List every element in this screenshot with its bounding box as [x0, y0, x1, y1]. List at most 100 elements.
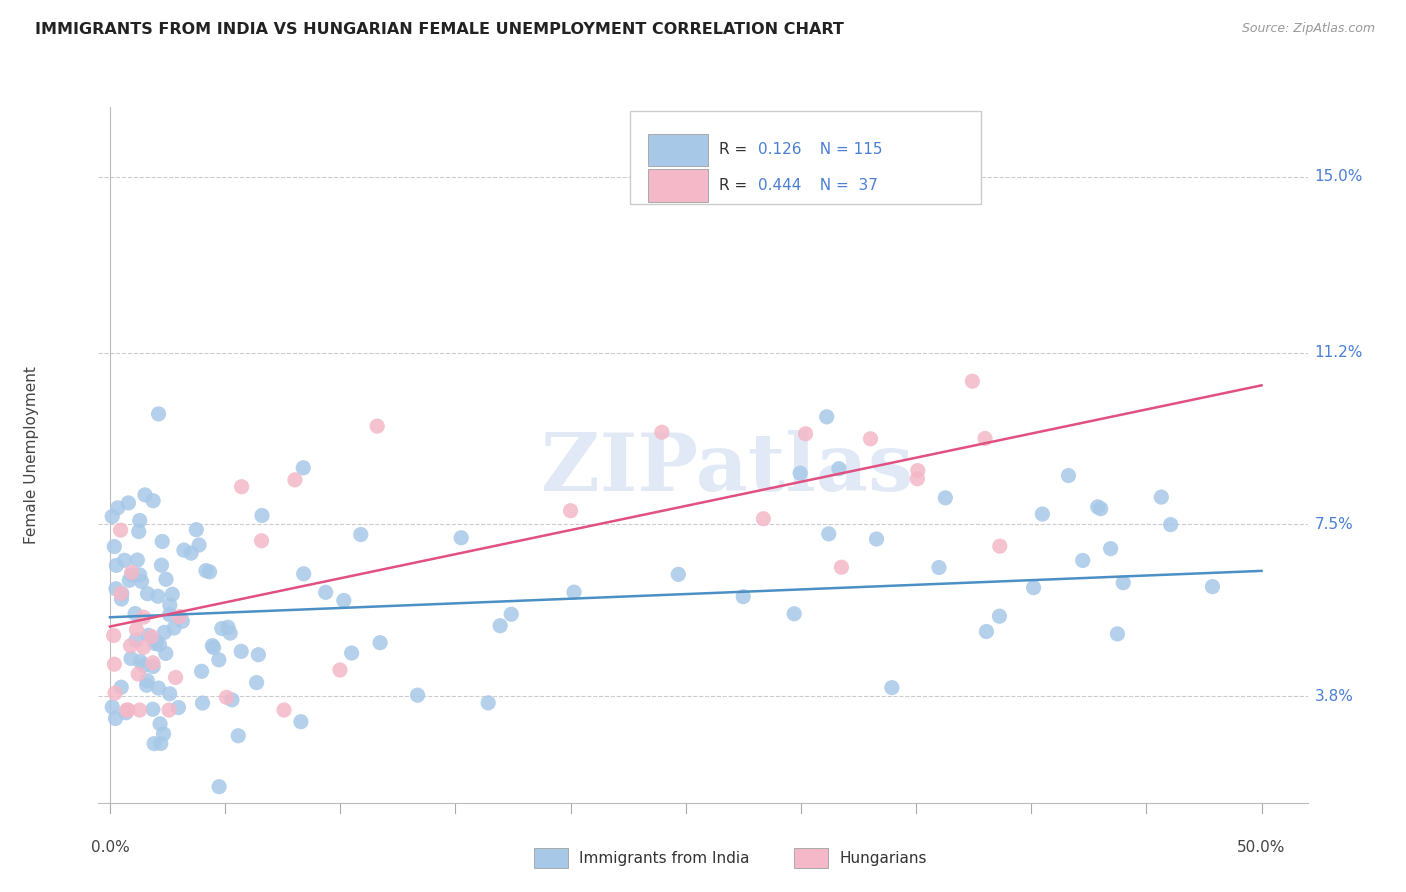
- Point: [186, 523, 208, 537]
- Point: [132, 610, 155, 624]
- Point: [215, 690, 238, 705]
- Point: [143, 737, 166, 751]
- Point: [284, 473, 307, 487]
- Point: [142, 659, 165, 673]
- Point: [128, 703, 150, 717]
- Point: [406, 688, 429, 702]
- Point: [103, 628, 125, 642]
- Point: [1090, 501, 1112, 516]
- Point: [128, 524, 150, 539]
- Point: [165, 670, 187, 684]
- Point: [148, 638, 170, 652]
- Point: [828, 461, 851, 475]
- Point: [142, 493, 165, 508]
- Point: [292, 460, 315, 475]
- Point: [666, 567, 689, 582]
- Point: [208, 780, 231, 794]
- Text: 0.126: 0.126: [758, 143, 801, 158]
- Point: [152, 727, 174, 741]
- Point: [560, 504, 582, 518]
- Point: [562, 585, 585, 599]
- Point: [231, 644, 253, 658]
- Text: 7.5%: 7.5%: [1315, 517, 1353, 532]
- Point: [142, 702, 165, 716]
- Point: [132, 658, 155, 673]
- Point: [1099, 541, 1122, 556]
- Point: [103, 657, 125, 672]
- Point: [988, 609, 1011, 624]
- Point: [143, 636, 166, 650]
- Point: [117, 496, 139, 510]
- Point: [114, 553, 136, 567]
- Point: [1107, 627, 1129, 641]
- Point: [733, 590, 755, 604]
- Point: [135, 678, 157, 692]
- Point: [169, 609, 191, 624]
- Point: [153, 625, 176, 640]
- Point: [180, 546, 202, 560]
- Point: [110, 586, 132, 600]
- Text: N =  37: N = 37: [810, 178, 879, 194]
- Point: [110, 592, 132, 607]
- Text: 15.0%: 15.0%: [1315, 169, 1362, 184]
- Point: [219, 626, 242, 640]
- Point: [101, 509, 124, 524]
- Point: [149, 736, 172, 750]
- Point: [120, 651, 142, 665]
- Point: [162, 587, 184, 601]
- Point: [366, 419, 388, 434]
- Point: [246, 675, 269, 690]
- Text: Hungarians: Hungarians: [839, 851, 927, 865]
- Point: [859, 432, 882, 446]
- Point: [202, 640, 225, 655]
- Point: [157, 703, 180, 717]
- Point: [131, 574, 153, 589]
- Text: Female Unemployment: Female Unemployment: [24, 366, 39, 544]
- Text: 11.2%: 11.2%: [1315, 345, 1362, 360]
- Point: [651, 425, 673, 440]
- Point: [118, 574, 141, 588]
- Point: [201, 639, 224, 653]
- Point: [128, 568, 150, 582]
- Point: [974, 432, 997, 446]
- Point: [273, 703, 295, 717]
- Point: [173, 543, 195, 558]
- Point: [450, 531, 472, 545]
- Point: [121, 568, 143, 582]
- Text: R =: R =: [718, 178, 752, 194]
- Point: [134, 488, 156, 502]
- Point: [198, 565, 221, 579]
- Point: [815, 409, 838, 424]
- Point: [1031, 507, 1053, 521]
- Point: [368, 636, 391, 650]
- Point: [125, 633, 148, 648]
- Point: [928, 560, 950, 574]
- Point: [221, 693, 243, 707]
- Point: [789, 466, 811, 480]
- Point: [155, 647, 177, 661]
- Point: [132, 640, 155, 655]
- Point: [211, 622, 233, 636]
- Point: [136, 673, 159, 688]
- Point: [107, 500, 129, 515]
- Point: [129, 655, 152, 669]
- Point: [150, 534, 173, 549]
- Text: ZIPatlas: ZIPatlas: [541, 430, 914, 508]
- Point: [865, 532, 887, 546]
- Text: 0.0%: 0.0%: [90, 840, 129, 855]
- Point: [501, 607, 523, 622]
- Point: [150, 558, 173, 573]
- Point: [907, 464, 929, 478]
- Point: [988, 539, 1011, 553]
- Point: [125, 623, 148, 637]
- Point: [163, 621, 186, 635]
- Point: [149, 716, 172, 731]
- Text: IMMIGRANTS FROM INDIA VS HUNGARIAN FEMALE UNEMPLOYMENT CORRELATION CHART: IMMIGRANTS FROM INDIA VS HUNGARIAN FEMAL…: [35, 22, 844, 37]
- Point: [136, 587, 159, 601]
- Point: [315, 585, 337, 599]
- Point: [146, 589, 169, 603]
- Point: [350, 527, 373, 541]
- Point: [115, 703, 138, 717]
- Point: [127, 553, 149, 567]
- Point: [104, 686, 127, 700]
